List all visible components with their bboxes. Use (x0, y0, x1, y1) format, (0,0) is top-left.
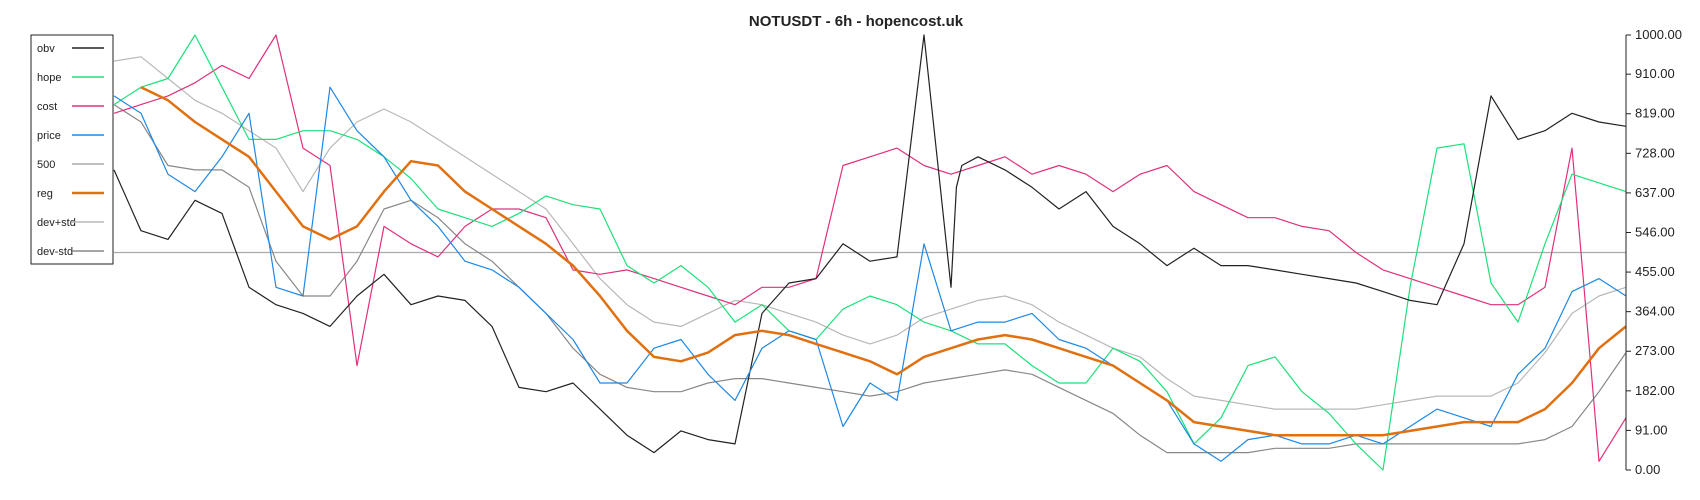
legend-label: hope (37, 72, 61, 84)
series-line-hope (113, 34, 1627, 471)
y-tick-label: 1000.00 (1635, 27, 1682, 42)
y-tick-label: 819.00 (1635, 106, 1675, 121)
y-tick-label: 364.00 (1635, 304, 1675, 319)
legend-label: price (37, 130, 61, 142)
legend-label: 500 (37, 159, 55, 171)
series-line-dev-std (113, 104, 1627, 454)
legend-box (30, 34, 114, 265)
y-tick-label: 637.00 (1635, 185, 1675, 200)
series-line-obv (113, 34, 1627, 454)
y-tick-label: 910.00 (1635, 66, 1675, 81)
legend: obv hope cost price 500 reg dev+std dev-std (30, 34, 114, 265)
y-tick-label: 273.00 (1635, 343, 1675, 358)
y-tick-label: 728.00 (1635, 145, 1675, 160)
y-tick-label: 546.00 (1635, 224, 1675, 239)
chart-title: NOTUSDT - 6h - hopencost.uk (749, 13, 964, 30)
y-tick-label: 91.00 (1635, 422, 1668, 437)
series-line-dev-std (113, 56, 1627, 410)
series-line-price (113, 86, 1627, 462)
legend-label: cost (37, 101, 57, 113)
y-tick-label: 182.00 (1635, 383, 1675, 398)
legend-label: obv (37, 43, 55, 55)
legend-label: dev+std (37, 217, 76, 229)
legend-label: reg (37, 188, 53, 200)
legend-label: dev-std (37, 246, 73, 258)
series-line-reg (140, 86, 1627, 437)
y-axis: 0.00 91.00 182.00 273.00 364.00 455.00 546.00 6… (1625, 27, 1682, 477)
y-tick-label: 455.00 (1635, 264, 1675, 279)
y-tick-label: 0.00 (1635, 462, 1660, 477)
series-layer (113, 34, 1627, 471)
series-line-cost (113, 34, 1627, 462)
